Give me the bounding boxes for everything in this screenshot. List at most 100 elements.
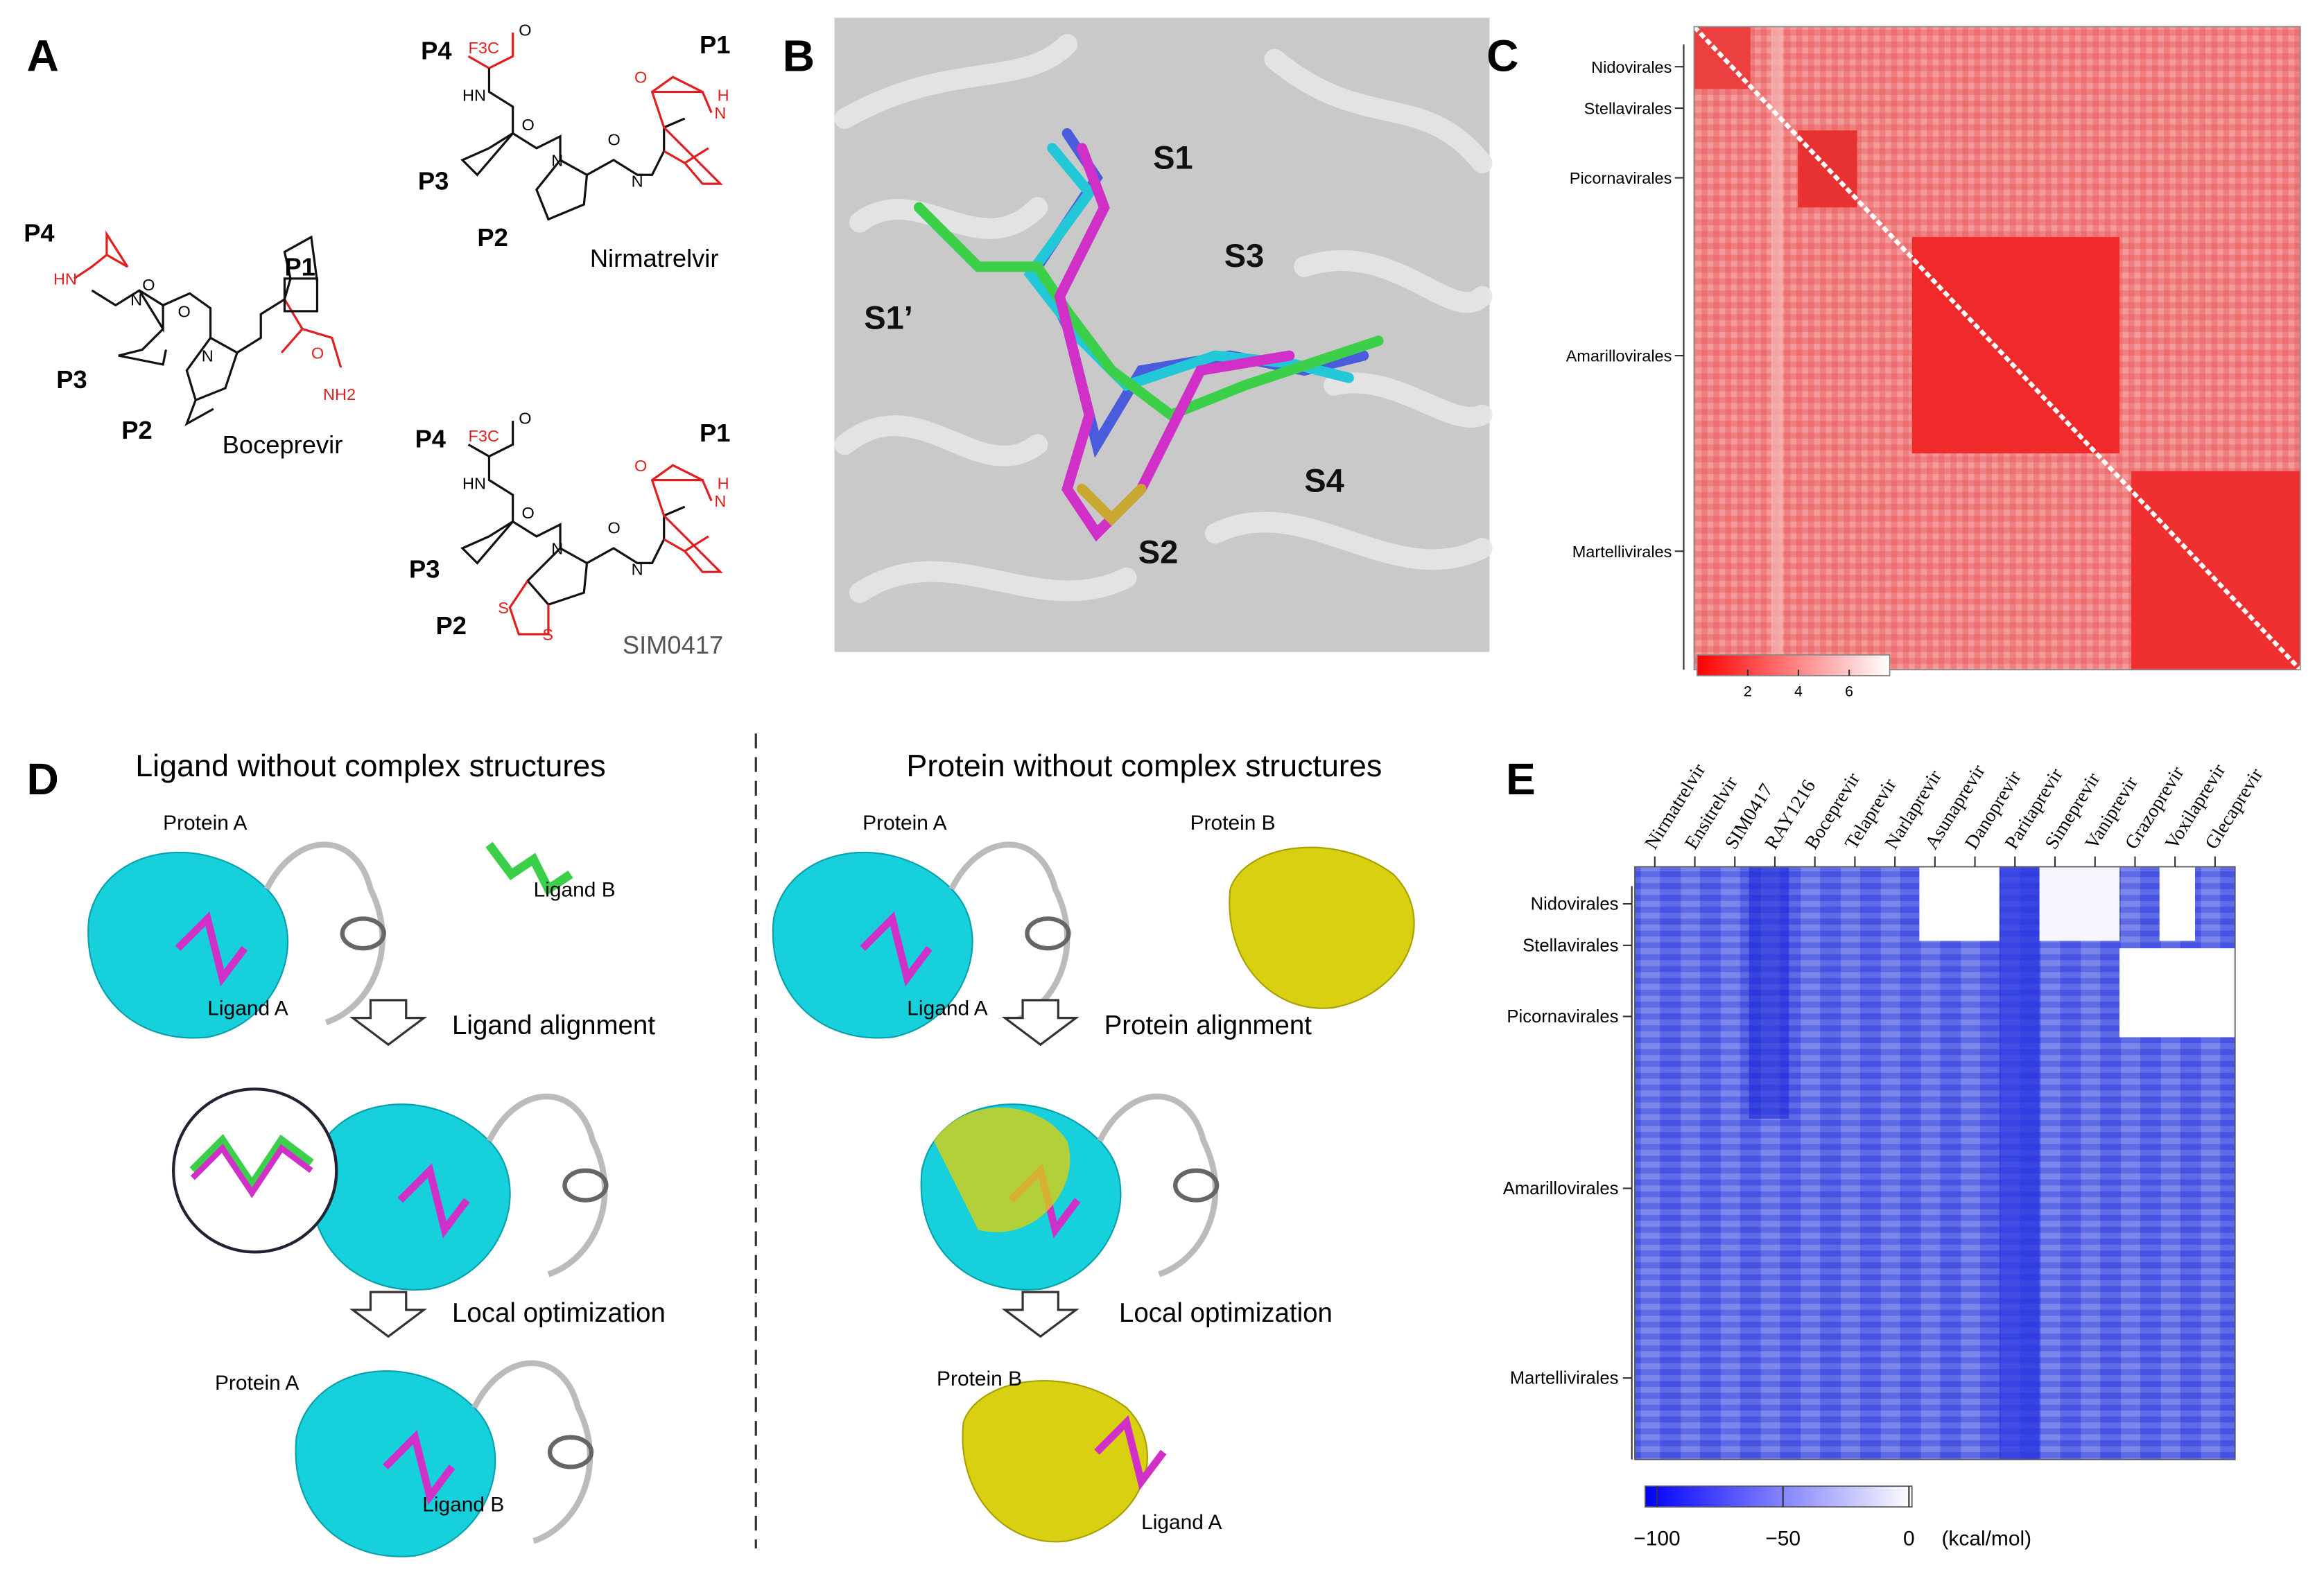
panel-label: C [1486,31,1518,81]
atom-label: H [718,474,729,492]
atom-label: O [521,504,534,522]
atom-label: H [718,86,729,104]
compound-name: Nirmatrelvir [590,244,719,272]
site-label: S2 [1138,533,1179,570]
order-label: Amarillovirales [1503,1179,1619,1198]
group-label: P2 [436,611,467,640]
colorbar-tick-label: −100 [1633,1528,1680,1551]
nirmatrelvir-structure: P4 P3 P2 P1 F3C HN N N N H O O O O Nirma… [418,21,731,272]
site-label: S4 [1304,462,1344,499]
label: Protein A [215,1372,299,1395]
atom-label: O [519,21,531,39]
site-label: S1’ [864,299,913,336]
group-label: P4 [415,425,446,453]
panel-label: D [26,754,58,804]
step-label: Local optimization [1119,1298,1333,1328]
atom-label: N [551,151,563,169]
label: Protein B [1190,812,1276,835]
ligand-sketch [485,841,573,896]
atom-label: N [551,540,563,558]
panel-b: B S1 S3 S1’ S4 S2 [783,17,1493,652]
atom-label: N [714,492,726,510]
colorbar-tick-label: 2 [1744,683,1752,700]
group-label: P3 [418,167,449,195]
atom-label: O [311,344,324,362]
label: Ligand A [207,997,288,1020]
panel-label: E [1506,754,1536,804]
group-label: P2 [121,416,152,444]
order-label: Stellavirales [1523,936,1618,955]
site-label: S1 [1153,139,1193,176]
atom-label: N [632,560,643,578]
panel-d: D Ligand without complex structures Prot… [26,733,1415,1557]
group-label: P1 [700,419,730,447]
panel-c: C Nidovirales Stellavirales Picornavirales… [1486,25,2303,700]
group-label: P4 [24,218,55,247]
atom-label: O [634,457,647,475]
atom-label: O [607,519,620,537]
label: Protein A [163,812,247,835]
order-label: Picornavirales [1507,1007,1618,1027]
label: Ligand A [907,997,987,1020]
protein-sketches [87,841,1415,1557]
step-label: Protein alignment [1104,1011,1312,1040]
heatmap-image [1634,866,2236,1460]
step-label: Local optimization [452,1298,666,1328]
atom-label: O [142,276,155,294]
atom-label: O [519,409,531,427]
group-label: P1 [284,253,315,281]
panel-label: B [783,31,815,81]
unit-label: (kcal/mol) [1941,1528,2031,1551]
group-label: P3 [409,555,440,584]
colorbar-tick-label: 4 [1794,683,1803,700]
colorbar [1645,1485,1913,1508]
atom-label: O [178,302,191,320]
atom-label: HN [53,270,77,288]
group-label: P4 [421,37,452,65]
colorbar-tick-label: 0 [1903,1528,1915,1551]
heatmap-image [1692,25,2303,672]
sim0417-structure: P4 P3 P2 P1 F3C HN N N N H S S O O O O S… [409,409,730,658]
order-brackets [1622,886,1633,1460]
protein-ribbons [834,34,1493,604]
panel-a: A P4 P3 P2 P1 HN N N O O O NH2 Boceprevi… [24,21,730,658]
section-title: Ligand without complex structures [135,748,605,783]
order-label: Nidovirales [1531,895,1619,914]
atom-label: F3C [469,427,499,445]
atom-label: S [542,626,553,644]
compound-name: SIM0417 [623,631,723,659]
atom-label: N [632,172,643,190]
order-brackets [1674,44,1685,670]
ligand-sticks [913,128,1384,542]
atom-label: NH2 [323,385,356,403]
atom-label: N [714,104,726,122]
atom-label: S [498,599,509,617]
label: Ligand B [534,878,616,901]
atom-label: F3C [469,39,499,57]
group-label: P2 [477,223,508,252]
panel-e: E (kcal/mol) NirmatrelvirEnsitrelvirSIM0… [1503,754,2268,1551]
group-label: P1 [700,30,730,59]
colorbar-tick-label: 6 [1845,683,1853,700]
label: Ligand A [1141,1511,1222,1534]
order-label: Nidovirales [1591,58,1672,76]
order-label: Stellavirales [1584,100,1672,118]
label: Ligand B [422,1494,504,1517]
step-label: Ligand alignment [452,1011,655,1040]
atom-label: HN [462,474,486,492]
atom-label: N [130,290,142,308]
group-label: P3 [56,365,87,394]
section-title: Protein without complex structures [906,748,1382,783]
colorbar [1696,654,1891,676]
order-label: Amarillovirales [1566,347,1672,365]
compound-name: Boceprevir [223,430,343,459]
order-label: Martellivirales [1572,543,1672,561]
atom-label: O [634,69,647,87]
order-label: Picornavirales [1570,169,1672,187]
atom-label: O [607,131,620,149]
colorbar-tick-label: −50 [1765,1528,1801,1551]
label: Protein B [937,1368,1022,1390]
site-label: S3 [1224,237,1265,274]
order-label: Martellivirales [1510,1369,1619,1388]
